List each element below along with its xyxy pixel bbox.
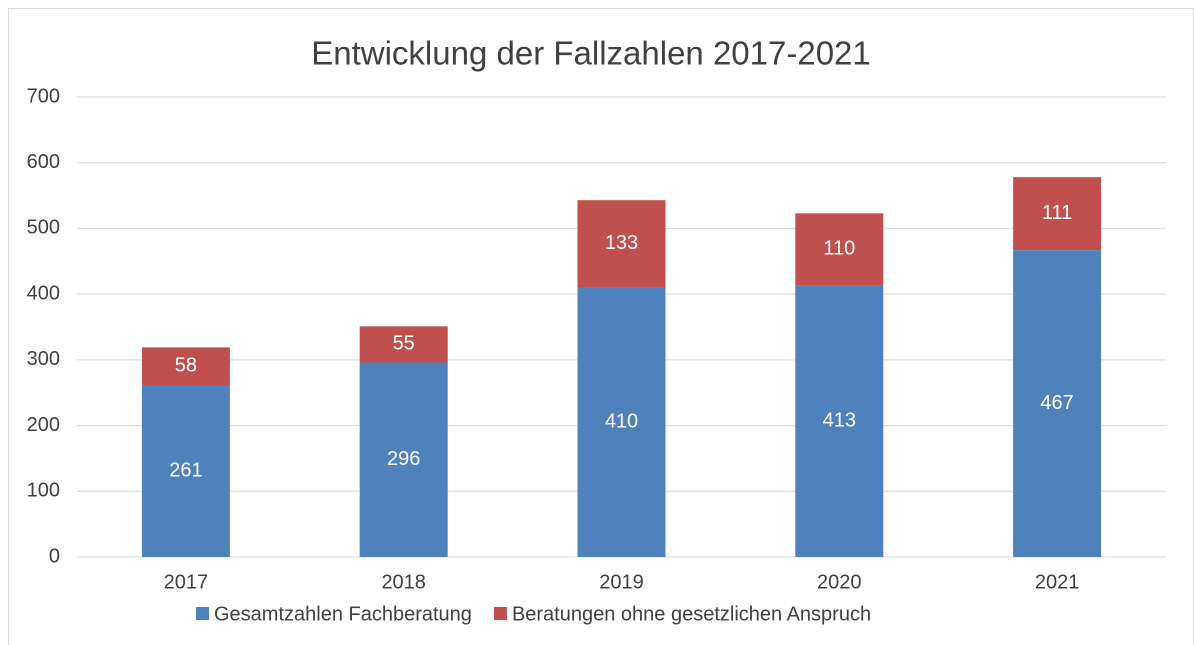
chart-title: Entwicklung der Fallzahlen 2017-2021 bbox=[311, 35, 871, 72]
bar-segment bbox=[359, 362, 448, 557]
data-label: 467 bbox=[1040, 392, 1073, 414]
x-tick-label: 2020 bbox=[817, 571, 862, 593]
data-label: 413 bbox=[823, 410, 856, 432]
legend-label: Gesamtzahlen Fachberatung bbox=[214, 603, 472, 625]
data-label: 58 bbox=[175, 355, 197, 377]
bar-segment bbox=[141, 347, 230, 386]
data-label: 110 bbox=[823, 238, 855, 260]
y-tick-label: 200 bbox=[27, 414, 60, 436]
x-tick-label: 2018 bbox=[381, 571, 426, 593]
data-label: 261 bbox=[169, 460, 202, 482]
data-label: 111 bbox=[1042, 202, 1072, 224]
bar-segment bbox=[577, 200, 666, 288]
data-label: 296 bbox=[387, 448, 420, 470]
bar-segment bbox=[795, 285, 884, 557]
bar-segment bbox=[141, 385, 230, 557]
legend-swatch bbox=[493, 607, 507, 620]
y-tick-label: 300 bbox=[27, 348, 60, 370]
legend-swatch bbox=[196, 607, 209, 620]
x-tick-label: 2019 bbox=[599, 571, 644, 593]
x-tick-label: 2017 bbox=[164, 571, 209, 593]
x-tick-label: 2021 bbox=[1035, 571, 1080, 593]
bar-segment bbox=[795, 213, 884, 286]
data-label: 410 bbox=[605, 411, 638, 433]
y-tick-label: 0 bbox=[49, 545, 60, 567]
data-label: 133 bbox=[605, 232, 638, 254]
bar-segment bbox=[1013, 250, 1102, 557]
legend-label: Beratungen ohne gesetzlichen Anspruch bbox=[512, 603, 871, 625]
y-tick-label: 100 bbox=[27, 480, 60, 502]
y-tick-label: 400 bbox=[27, 282, 60, 304]
y-tick-label: 600 bbox=[27, 151, 60, 173]
bar-segment bbox=[359, 326, 448, 363]
data-label: 55 bbox=[393, 333, 415, 355]
y-tick-label: 700 bbox=[27, 85, 60, 107]
bar-segment bbox=[577, 287, 666, 557]
y-tick-label: 500 bbox=[27, 217, 60, 239]
bar-segment bbox=[1013, 177, 1102, 251]
